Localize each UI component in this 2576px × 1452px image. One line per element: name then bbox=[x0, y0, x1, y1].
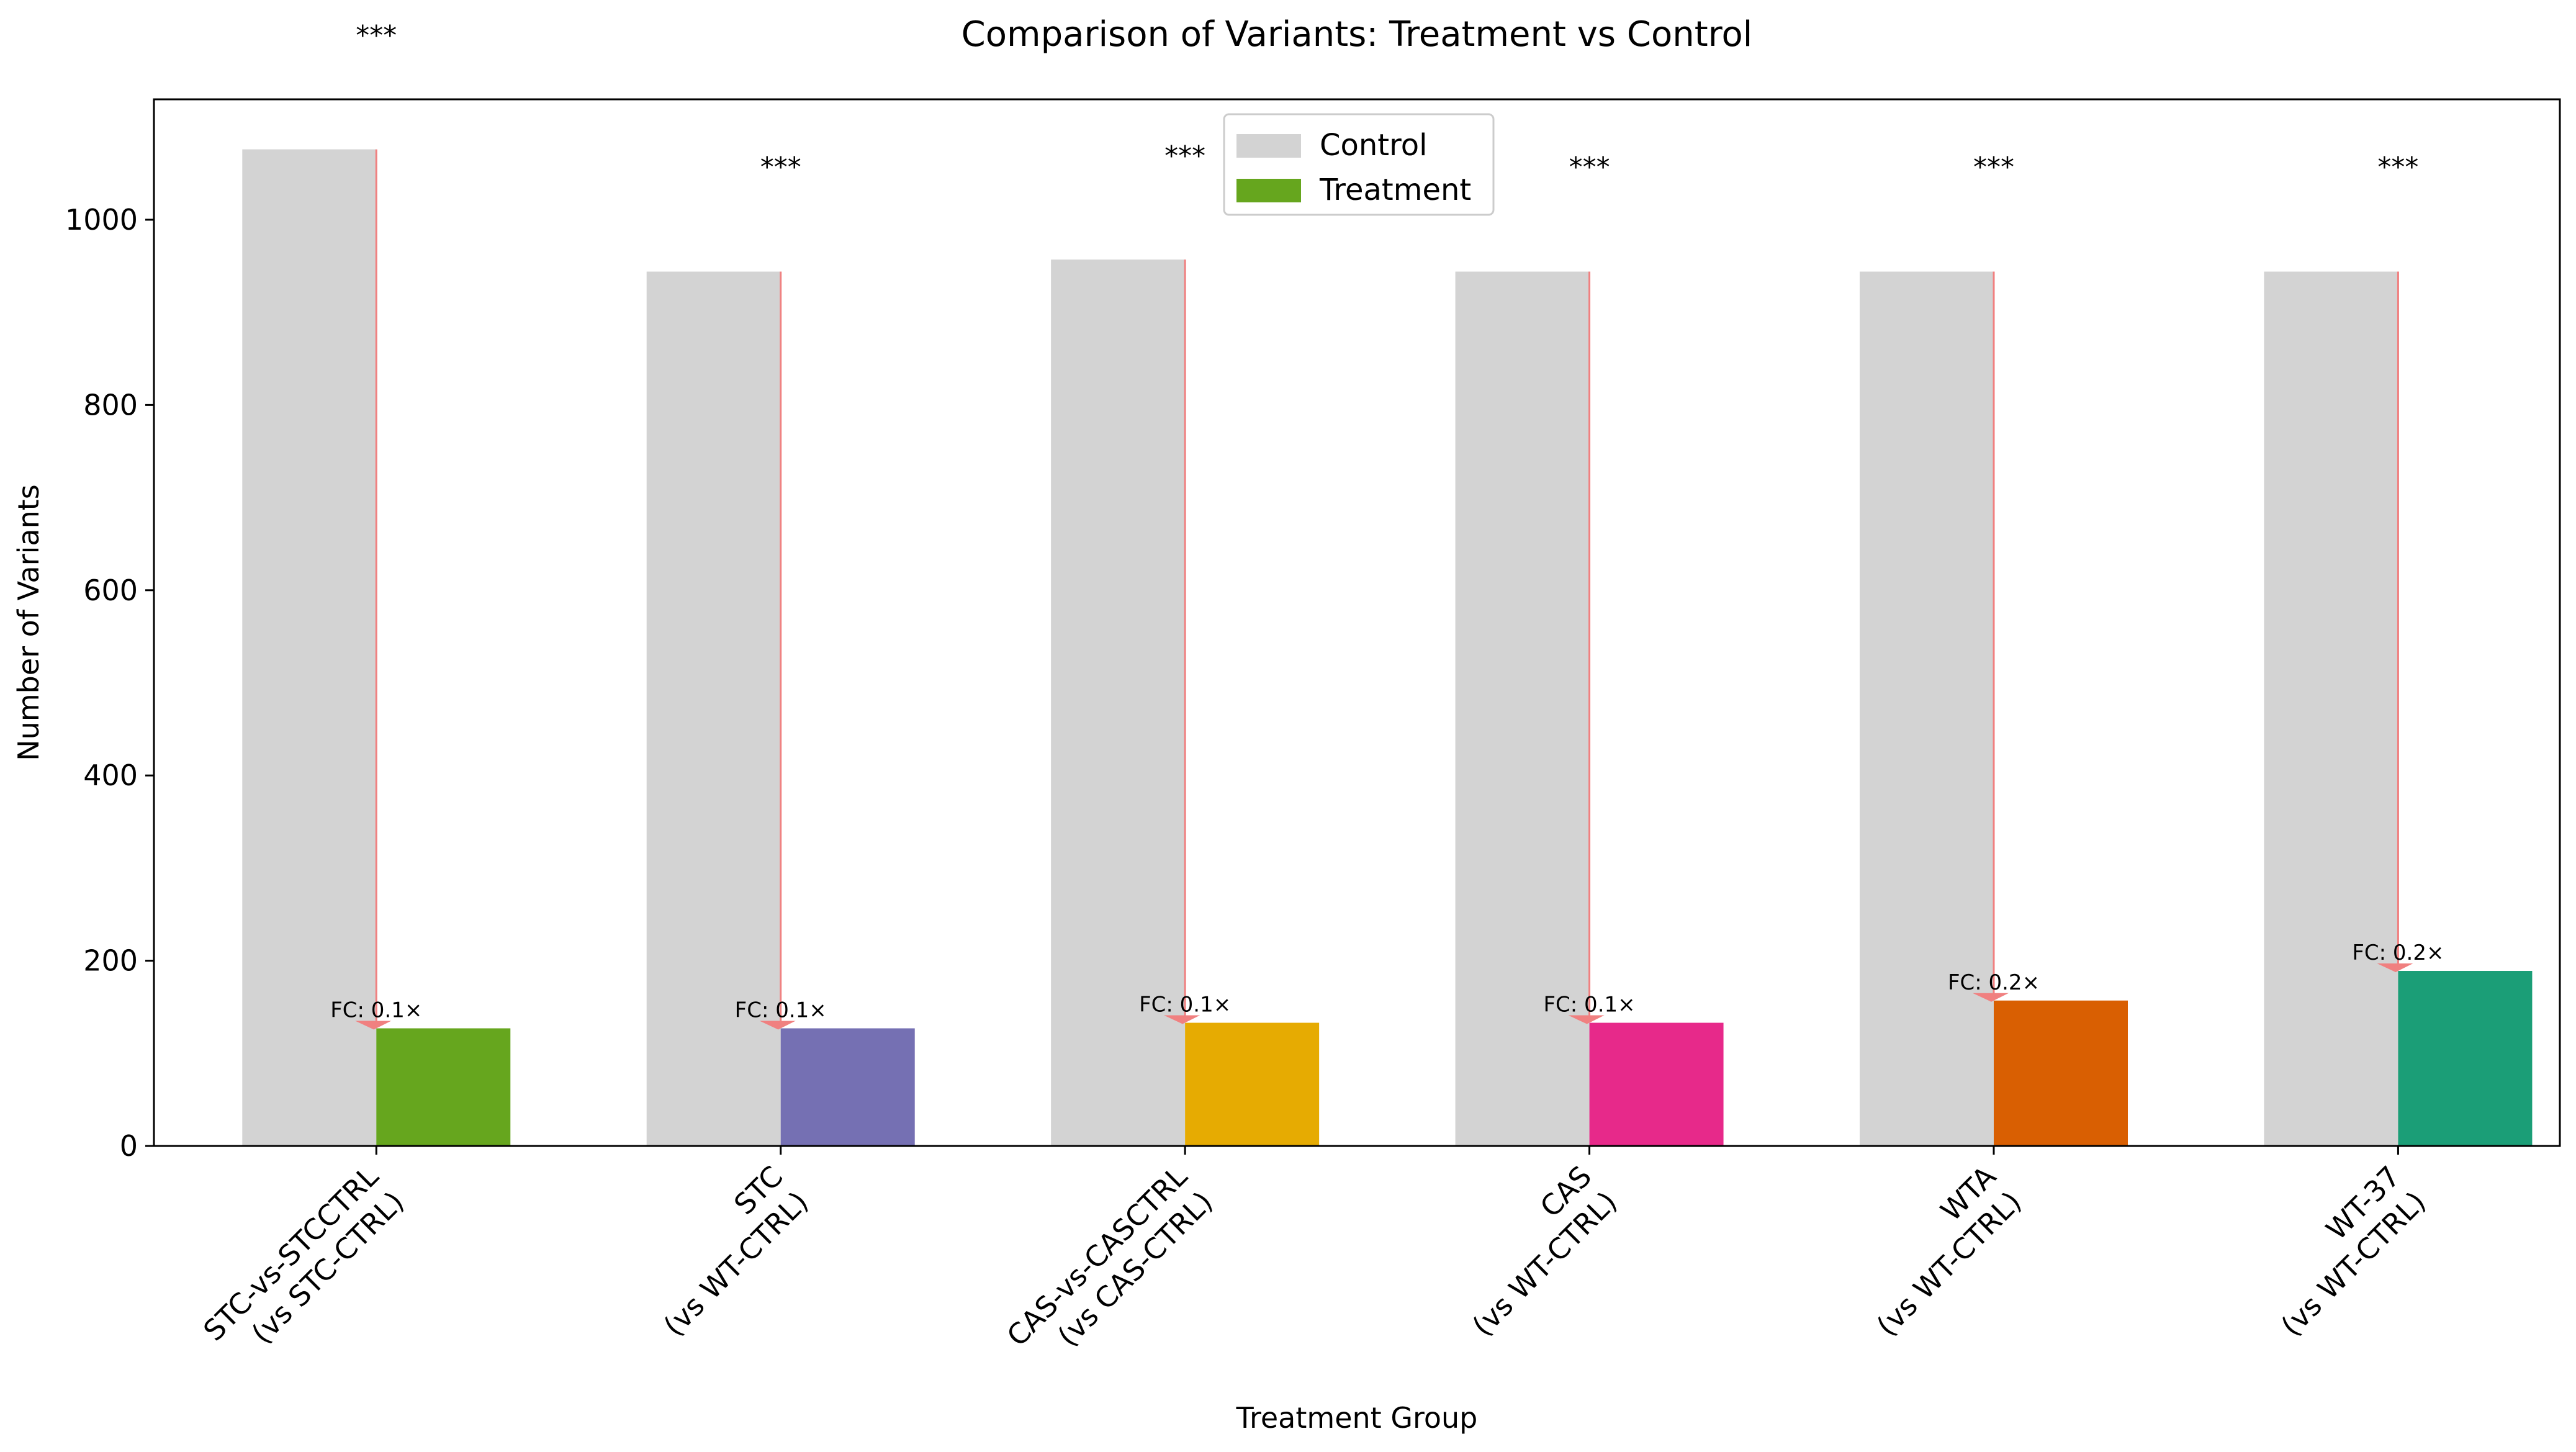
y-tick-label: 0 bbox=[120, 1129, 138, 1163]
significance-label: *** bbox=[2377, 151, 2418, 183]
fold-change-label: FC: 0.1× bbox=[1139, 993, 1231, 1017]
treatment-bar[interactable] bbox=[1185, 1022, 1320, 1146]
fold-change-arrowhead bbox=[1568, 1015, 1605, 1024]
y-tick-label: 200 bbox=[83, 944, 138, 978]
treatment-bar[interactable] bbox=[2398, 971, 2533, 1146]
y-tick-label: 400 bbox=[83, 759, 138, 792]
treatment-bar[interactable] bbox=[1589, 1022, 1724, 1146]
treatment-bar[interactable] bbox=[1994, 1000, 2128, 1146]
fold-change-arrowhead bbox=[2377, 963, 2413, 973]
legend-swatch-treatment bbox=[1236, 179, 1301, 202]
legend[interactable]: Control Treatment bbox=[1223, 113, 1495, 216]
y-axis-label: Number of Variants bbox=[12, 484, 45, 761]
fold-change-arrowhead bbox=[355, 1021, 392, 1030]
fold-change-label: FC: 0.1× bbox=[330, 998, 422, 1023]
significance-label: *** bbox=[356, 20, 397, 52]
legend-swatch-control bbox=[1236, 134, 1301, 158]
fold-change-arrowhead bbox=[1164, 1015, 1200, 1024]
significance-label: *** bbox=[1973, 151, 2014, 183]
chart-title: Comparison of Variants: Treatment vs Con… bbox=[961, 14, 1753, 55]
fold-change-label: FC: 0.2× bbox=[1948, 970, 2040, 995]
y-tick-label: 600 bbox=[83, 574, 138, 607]
treatment-bar[interactable] bbox=[376, 1028, 511, 1146]
y-tick-label: 800 bbox=[83, 388, 138, 422]
fold-change-label: FC: 0.1× bbox=[735, 998, 827, 1023]
control-bar[interactable] bbox=[2264, 271, 2398, 1147]
significance-label: *** bbox=[1164, 140, 1205, 172]
significance-label: *** bbox=[760, 151, 801, 183]
legend-label: Control bbox=[1320, 128, 1428, 163]
control-bar[interactable] bbox=[1860, 271, 1994, 1147]
control-bar[interactable] bbox=[1051, 259, 1186, 1147]
control-bar[interactable] bbox=[242, 149, 377, 1146]
control-bar[interactable] bbox=[1455, 271, 1590, 1147]
significance-label: *** bbox=[1569, 151, 1610, 183]
x-axis-label: Treatment Group bbox=[1236, 1401, 1478, 1435]
y-tick-label: 1000 bbox=[65, 203, 138, 237]
legend-label: Treatment bbox=[1319, 173, 1471, 207]
treatment-bar[interactable] bbox=[780, 1028, 915, 1146]
control-bar[interactable] bbox=[646, 271, 781, 1147]
fold-change-arrowhead bbox=[759, 1021, 796, 1030]
fold-change-label: FC: 0.2× bbox=[2352, 940, 2444, 965]
fold-change-label: FC: 0.1× bbox=[1544, 993, 1636, 1017]
fold-change-arrowhead bbox=[1973, 993, 2009, 1002]
axes-frame bbox=[153, 98, 2561, 1147]
